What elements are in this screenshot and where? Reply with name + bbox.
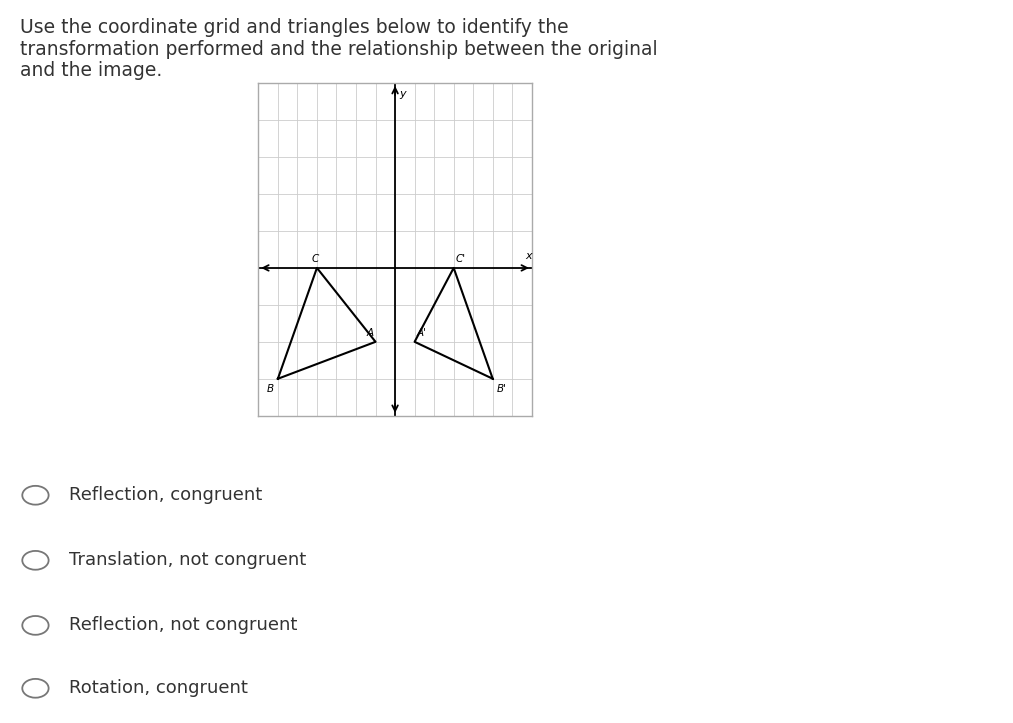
Text: Rotation, congruent: Rotation, congruent	[69, 680, 248, 697]
Text: Reflection, not congruent: Reflection, not congruent	[69, 617, 297, 634]
Text: and the image.: and the image.	[20, 61, 162, 80]
Text: Reflection, congruent: Reflection, congruent	[69, 487, 262, 504]
Text: A: A	[367, 328, 374, 338]
Text: C: C	[311, 254, 319, 264]
Text: Translation, not congruent: Translation, not congruent	[69, 552, 306, 569]
Text: C': C'	[456, 254, 466, 264]
Text: transformation performed and the relationship between the original: transformation performed and the relatio…	[20, 40, 657, 59]
Text: x: x	[526, 251, 532, 260]
Text: A': A'	[416, 328, 426, 338]
Text: y: y	[399, 89, 405, 98]
Text: Use the coordinate grid and triangles below to identify the: Use the coordinate grid and triangles be…	[20, 18, 569, 37]
Text: B: B	[266, 385, 274, 394]
Text: B': B'	[496, 385, 506, 394]
